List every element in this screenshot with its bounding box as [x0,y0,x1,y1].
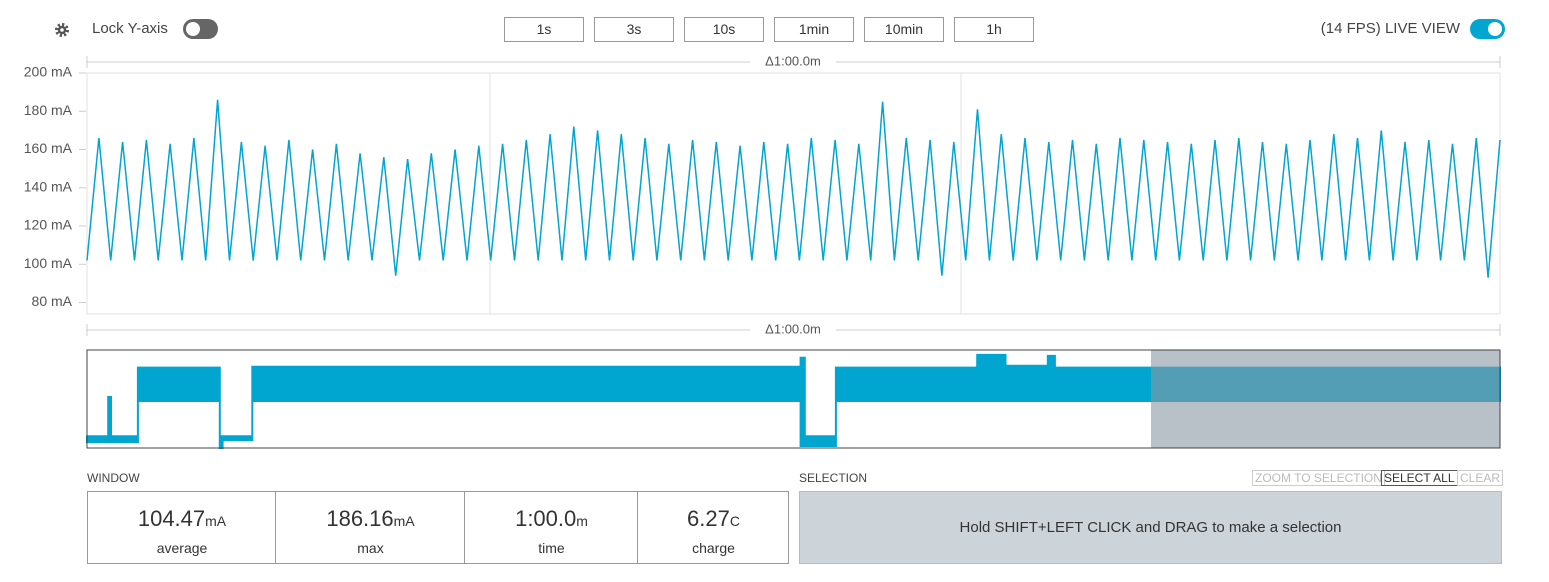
toggle-knob [186,22,200,36]
lock-toggle[interactable] [183,19,218,39]
chart: Δ1:00.0m Δ1:00.0m 200 mA 180 mA 160 mA 140 … [24,53,1501,449]
lock-label: Lock Y-axis [92,20,168,37]
live-label: (14 FPS) LIVE VIEW [1320,20,1460,37]
time-button[interactable]: 1h [954,17,1034,42]
time-button[interactable]: 3s [594,17,674,42]
stat-value: 186.16mA [276,506,465,532]
stat-label: charge [692,540,735,556]
y-tick-label: 160 mA [24,140,73,156]
selection-title: SELECTION [799,471,868,485]
stat-box: 104.47mA average [87,491,276,564]
stat-label: time [538,540,565,556]
time-button[interactable]: 10s [684,17,764,42]
stat-unit: mA [205,513,227,529]
overview-band [86,353,1501,449]
y-tick-label: 80 mA [32,293,73,309]
stats-end [788,491,789,563]
overview-label: Δ1:00.0m [765,321,821,336]
current-trace [86,99,1501,278]
y-tick-label: 200 mA [24,64,73,80]
stat-value: 104.47mA [88,506,276,532]
selection-hint: Hold SHIFT+LEFT CLICK and DRAG to make a… [799,491,1502,564]
stat-unit: m [576,513,588,529]
plot-frame [86,72,1501,315]
overview-frame [86,349,1501,449]
stat-unit: C [729,513,740,529]
stat-box: 1:00.0m time [464,491,638,564]
live-toggle[interactable] [1470,19,1505,39]
toggle-knob [1488,22,1502,36]
time-button[interactable]: 1min [774,17,854,42]
stat-value: 6.27C [638,506,789,532]
y-tick-label: 180 mA [24,102,73,118]
time-button[interactable]: 1s [504,17,584,42]
y-tick-label: 100 mA [24,255,73,271]
stat-label: max [357,540,384,556]
window-title: WINDOW [87,471,140,485]
selection-button[interactable]: SELECT ALL [1381,470,1458,486]
stat-label: average [156,540,208,556]
stat-number: 186.16 [326,506,394,531]
stat-number: 104.47 [137,506,206,531]
y-tick-label: 140 mA [24,178,73,194]
selection-button[interactable]: ZOOM TO SELECTION [1252,470,1385,486]
y-tick-label: 120 mA [24,217,73,233]
stat-number: 1:00.0 [515,506,577,531]
stat-number: 6.27 [687,506,730,531]
overview-window[interactable] [1151,350,1500,448]
settings-icon[interactable] [54,22,70,38]
stat-box: 186.16mA max [275,491,465,564]
window-label: Δ1:00.0m [765,53,821,68]
stat-value: 1:00.0m [465,506,638,532]
selection-button[interactable]: CLEAR [1457,470,1504,486]
stat-unit: mA [393,513,415,529]
stat-box: 6.27C charge [637,491,789,564]
time-button[interactable]: 10min [864,17,944,42]
